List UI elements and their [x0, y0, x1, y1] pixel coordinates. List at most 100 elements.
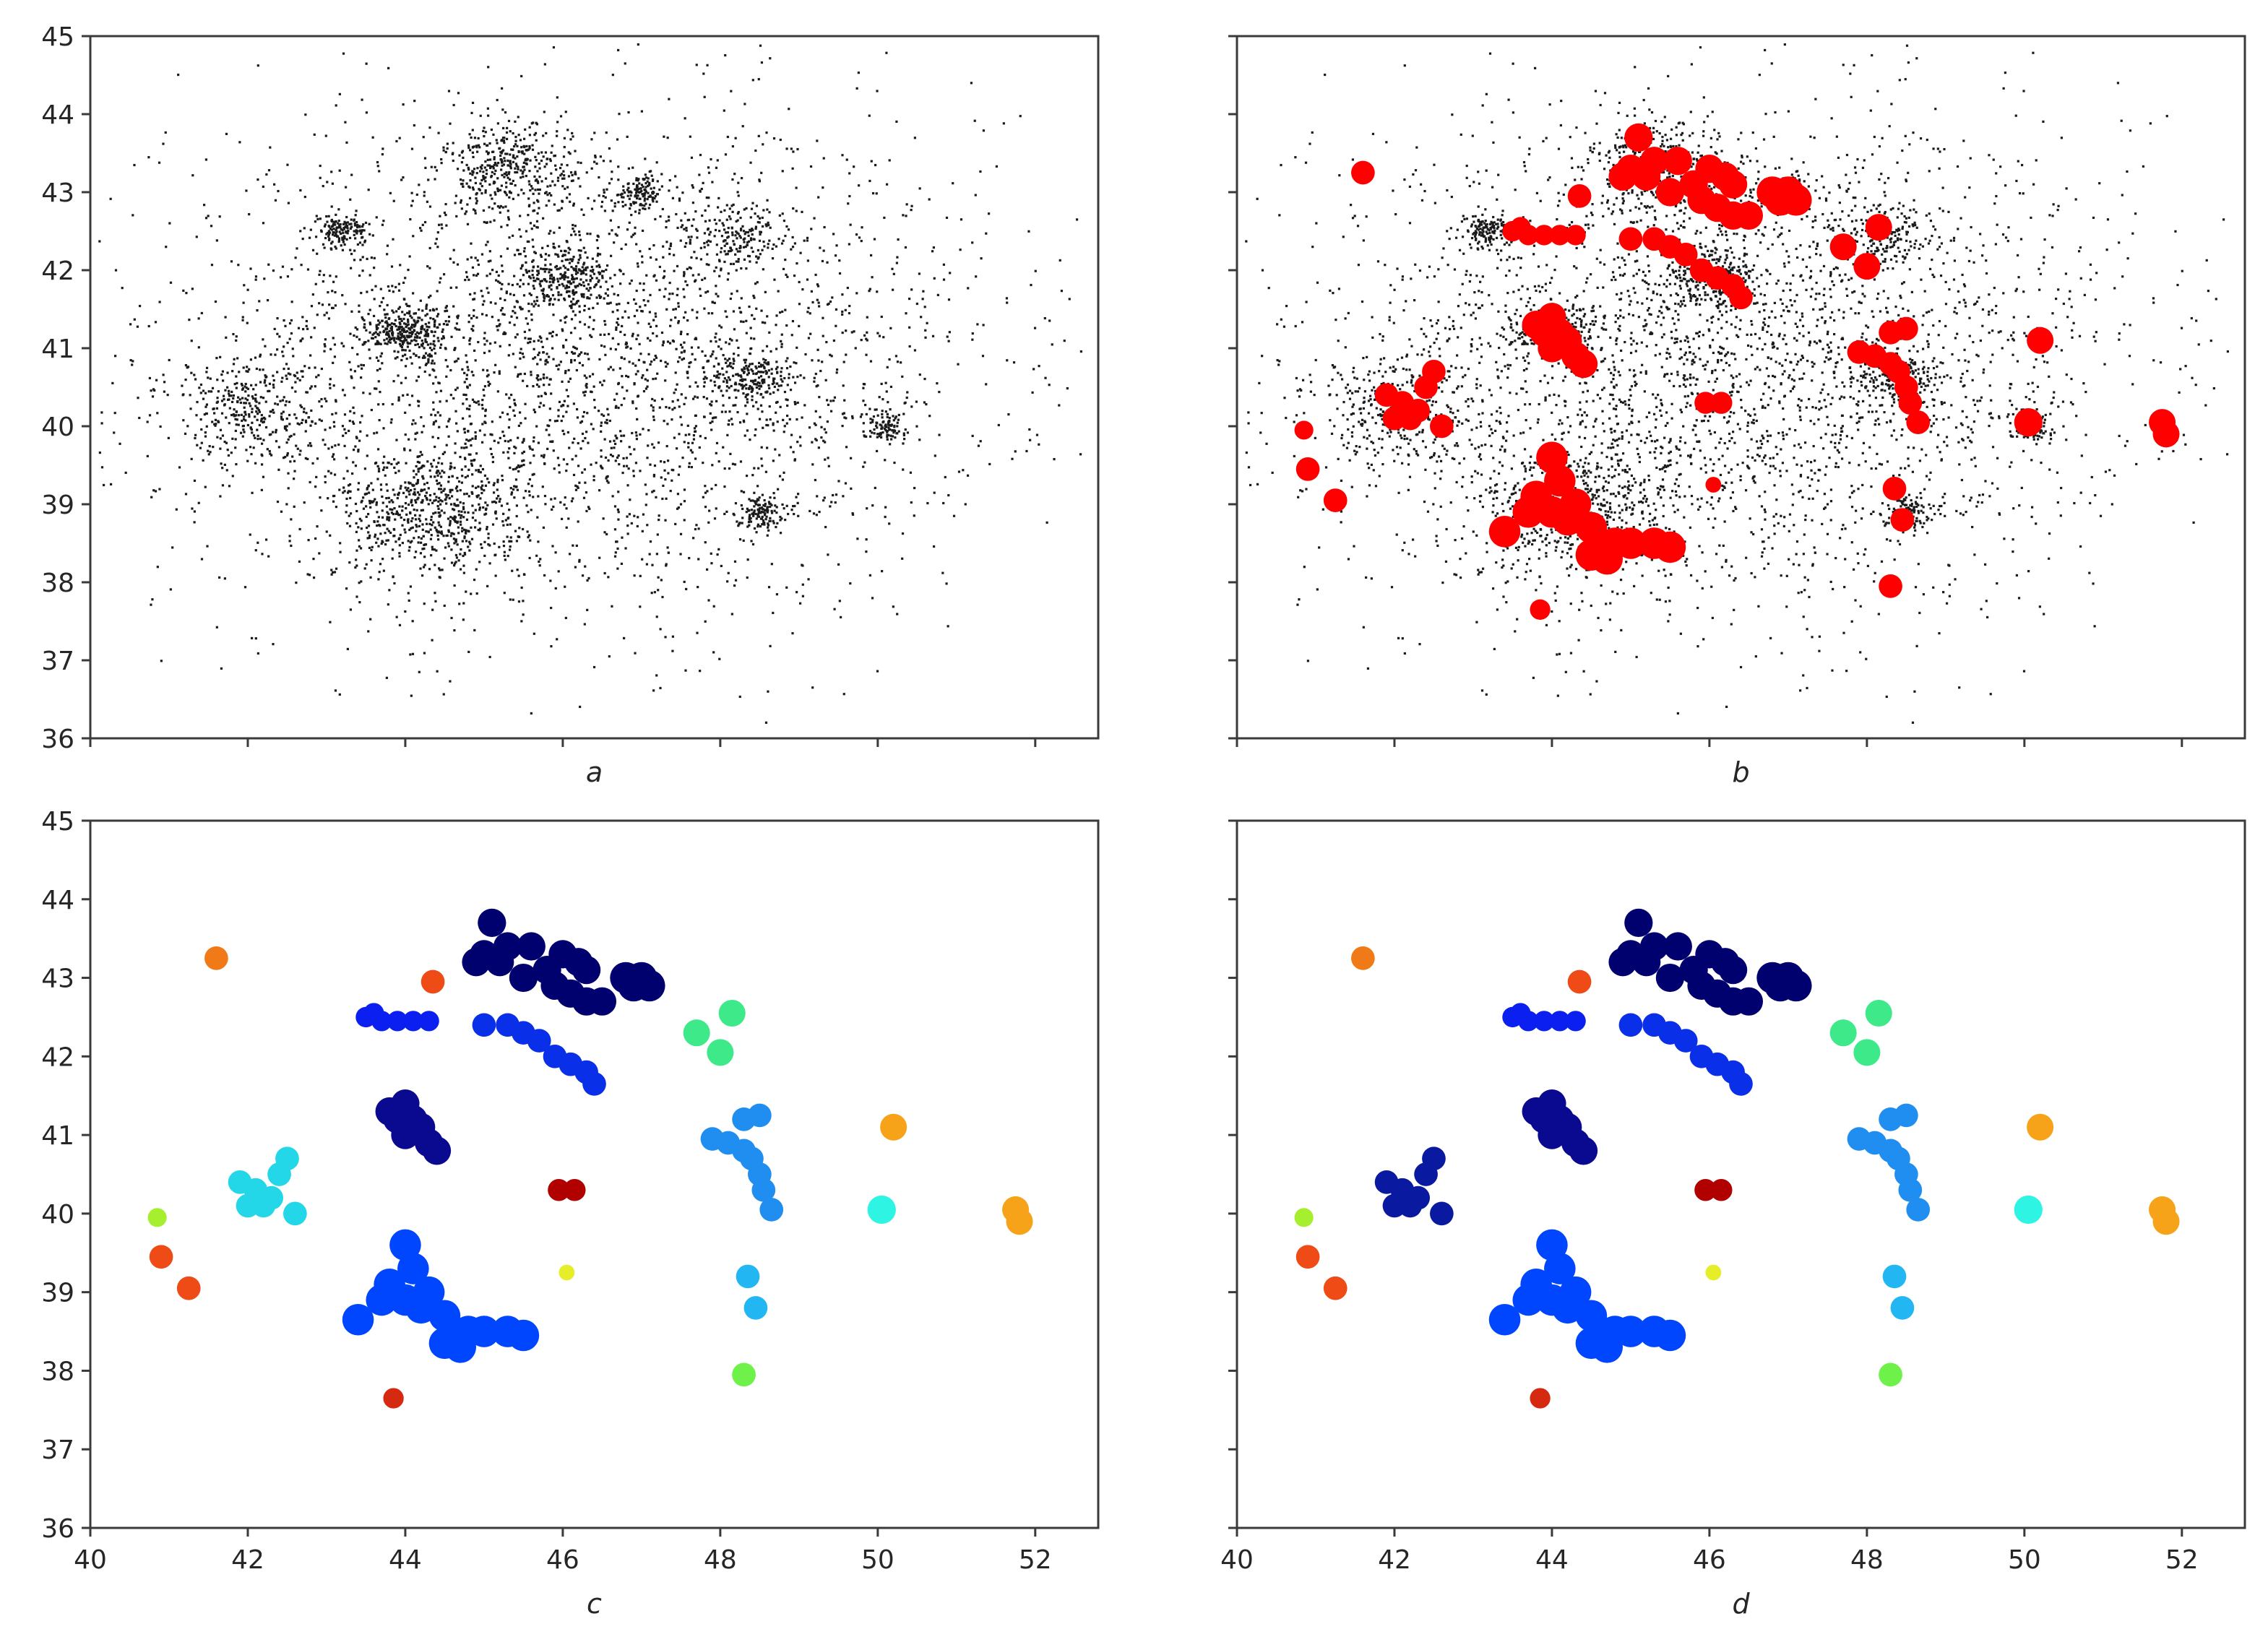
data-point: [807, 337, 811, 340]
data-point: [346, 221, 349, 224]
data-point: [398, 555, 401, 558]
data-point: [522, 379, 525, 382]
data-point: [349, 332, 352, 335]
data-point: [410, 423, 414, 426]
data-point: [355, 328, 359, 331]
data-point: [606, 288, 609, 291]
data-point: [550, 268, 553, 272]
data-point: [739, 460, 743, 463]
data-point: [652, 406, 655, 409]
data-point: [467, 321, 470, 324]
data-point: [585, 279, 588, 282]
data-point: [514, 163, 518, 165]
data-point: [324, 338, 327, 341]
data-point: [696, 396, 699, 399]
data-point: [776, 420, 779, 423]
data-point: [437, 131, 440, 134]
data-point: [853, 165, 855, 168]
data-point: [1043, 316, 1046, 320]
data-point: [381, 516, 384, 519]
data-point: [548, 433, 551, 436]
data-point: [463, 551, 466, 555]
data-point: [303, 501, 306, 504]
data-point: [328, 237, 331, 241]
data-point: [548, 191, 551, 195]
data-point: [647, 353, 650, 355]
data-point: [582, 391, 585, 394]
data-point: [443, 557, 446, 560]
data-point: [573, 352, 577, 355]
data-point: [210, 390, 213, 393]
data-point: [162, 142, 165, 145]
data-point: [920, 316, 923, 319]
data-point: [594, 156, 597, 159]
data-point: [642, 185, 644, 189]
data-point: [511, 569, 514, 572]
data-point: [679, 415, 682, 418]
data-point: [628, 197, 631, 200]
data-point: [549, 579, 552, 582]
data-point: [663, 269, 666, 272]
data-point: [243, 586, 247, 589]
data-point: [542, 267, 545, 271]
data-point: [624, 333, 626, 337]
data-point: [702, 496, 704, 498]
data-point: [512, 131, 514, 135]
data-point: [888, 522, 891, 525]
data-point: [672, 308, 675, 311]
data-point: [405, 357, 408, 360]
data-point: [441, 330, 444, 333]
data-point: [487, 260, 490, 263]
data-point: [725, 253, 728, 256]
data-point: [455, 215, 458, 218]
data-point: [571, 259, 574, 263]
data-point: [613, 205, 616, 208]
data-point: [569, 152, 572, 155]
data-point: [720, 410, 724, 413]
data-point: [293, 459, 296, 462]
data-point: [738, 306, 741, 309]
data-point: [494, 193, 497, 196]
data-point: [456, 543, 459, 546]
data-point: [566, 129, 569, 131]
data-point: [349, 608, 353, 611]
data-point: [486, 478, 489, 480]
data-point: [486, 107, 489, 110]
data-point: [459, 455, 462, 459]
data-point: [355, 225, 358, 228]
data-point: [434, 352, 437, 355]
data-point: [206, 545, 209, 548]
data-point: [354, 326, 357, 329]
data-point: [369, 500, 373, 503]
data-point: [498, 206, 501, 209]
data-point: [481, 467, 485, 471]
data-point: [564, 298, 566, 301]
data-point: [309, 354, 312, 357]
data-point: [618, 367, 621, 370]
data-point: [483, 474, 487, 477]
data-point: [514, 404, 517, 407]
data-point: [324, 223, 327, 226]
data-point: [691, 397, 695, 400]
data-point: [441, 470, 444, 472]
data-point: [430, 354, 433, 357]
data-point: [528, 183, 531, 186]
data-point: [558, 464, 561, 467]
data-point: [688, 462, 691, 465]
data-point: [564, 316, 566, 319]
data-point: [577, 355, 580, 358]
data-point: [533, 134, 536, 137]
data-point: [513, 254, 517, 256]
data-point: [392, 512, 395, 516]
data-point: [1028, 428, 1031, 431]
data-point: [416, 481, 419, 485]
data-point: [496, 189, 499, 191]
data-point: [633, 314, 637, 318]
data-point: [587, 283, 590, 286]
data-point: [406, 345, 410, 348]
data-point: [370, 408, 373, 412]
data-point: [1063, 340, 1066, 342]
data-point: [813, 217, 816, 220]
data-point: [588, 507, 591, 510]
